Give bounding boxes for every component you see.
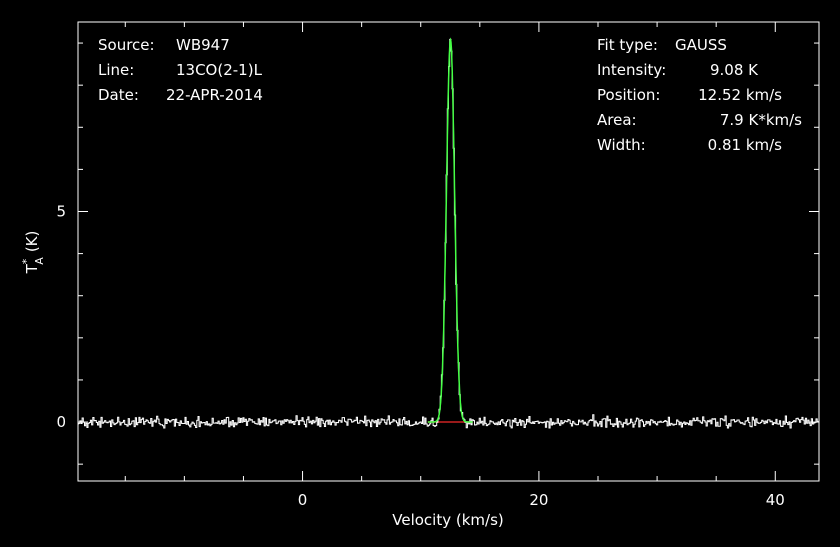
source-value: WB947 xyxy=(176,36,230,54)
y-tick-label: 5 xyxy=(56,202,66,220)
width-value: 0.81 km/s xyxy=(708,136,783,154)
y-axis-label-super: * xyxy=(20,258,33,264)
x-tick-label: 20 xyxy=(529,491,548,509)
date-value: 22-APR-2014 xyxy=(166,86,263,104)
intensity-label: Intensity: xyxy=(597,61,666,79)
line-value: 13CO(2-1)L xyxy=(176,61,263,79)
plot-frame xyxy=(77,21,820,482)
x-tick-label: 0 xyxy=(298,491,308,509)
line-label: Line: xyxy=(98,61,134,79)
fit-type-value: GAUSS xyxy=(675,36,727,54)
area-value: 7.9 K*km/s xyxy=(720,111,802,129)
axis-ticks xyxy=(78,22,819,481)
y-axis-label-unit: (K) xyxy=(23,231,41,253)
fit-type-label: Fit type: xyxy=(597,36,658,54)
header-left: Source: WB947 Line: 13CO(2-1)L Date: 22-… xyxy=(98,36,263,104)
date-label: Date: xyxy=(98,86,139,104)
intensity-value: 9.08 K xyxy=(710,61,759,79)
x-tick-label: 40 xyxy=(766,491,785,509)
y-axis-label-sub: A xyxy=(33,257,46,265)
y-axis-label: T*A (K) xyxy=(20,231,46,275)
tick-labels: 0 20 40 0 5 xyxy=(56,202,784,509)
width-label: Width: xyxy=(597,136,646,154)
header-right: Fit type: GAUSS Intensity: 9.08 K Positi… xyxy=(597,36,802,154)
y-axis-label-main: T xyxy=(23,263,41,274)
area-label: Area: xyxy=(597,111,637,129)
source-label: Source: xyxy=(98,36,155,54)
y-tick-label: 0 xyxy=(56,413,66,431)
position-label: Position: xyxy=(597,86,660,104)
x-axis-label: Velocity (km/s) xyxy=(392,511,503,529)
gauss-fit-series xyxy=(427,37,473,423)
position-value: 12.52 km/s xyxy=(698,86,782,104)
